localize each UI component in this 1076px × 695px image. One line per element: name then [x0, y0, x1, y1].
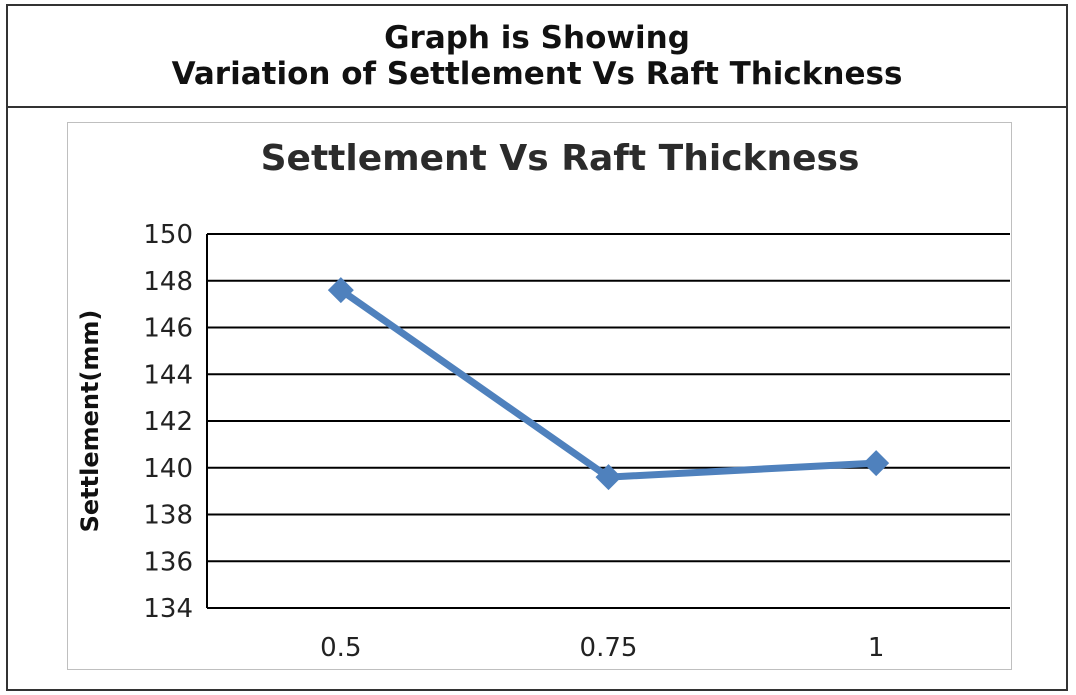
y-axis-label: Settlement(mm) [76, 310, 104, 533]
chart-area [67, 122, 1012, 670]
x-tick-label: 0.75 [580, 633, 638, 663]
chart-title: Settlement Vs Raft Thickness [261, 138, 860, 179]
y-tick-label: 142 [143, 407, 193, 437]
header-line-2: Variation of Settlement Vs Raft Thicknes… [171, 56, 903, 92]
header-line-1: Graph is Showing [384, 20, 690, 56]
y-tick-label: 150 [143, 220, 193, 250]
y-tick-label: 136 [143, 547, 193, 577]
series-layer [327, 277, 890, 491]
y-tick-label: 140 [143, 454, 193, 484]
data-point-marker [327, 277, 354, 304]
y-tick-labels: 134 136 138 140 142 144 146 148 150 [143, 220, 193, 624]
x-tick-labels: 0.5 0.75 1 [320, 633, 884, 663]
x-tick-label: 1 [868, 633, 885, 663]
y-tick-label: 138 [143, 501, 193, 531]
x-tick-label: 0.5 [320, 633, 361, 663]
figure-header: Graph is Showing Variation of Settlement… [8, 6, 1066, 108]
series-line [338, 287, 877, 481]
y-tick-label: 146 [143, 314, 193, 344]
data-point-marker [595, 464, 622, 491]
gridlines [206, 233, 1010, 609]
y-tick-label: 144 [143, 360, 193, 390]
data-point-marker [863, 450, 890, 477]
figure-frame: Graph is Showing Variation of Settlement… [6, 4, 1068, 691]
y-tick-label: 134 [143, 594, 193, 624]
y-tick-label: 148 [143, 267, 193, 297]
